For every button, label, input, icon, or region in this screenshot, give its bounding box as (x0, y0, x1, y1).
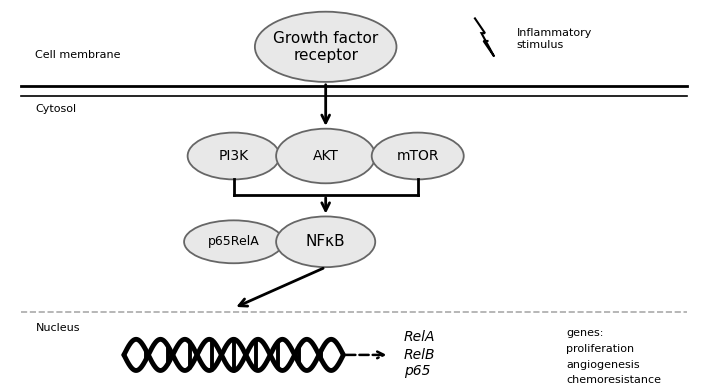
Text: Nucleus: Nucleus (35, 323, 80, 333)
Text: AKT: AKT (313, 149, 338, 163)
Text: chemoresistance: chemoresistance (566, 375, 661, 385)
Ellipse shape (276, 129, 375, 183)
Text: mTOR: mTOR (396, 149, 439, 163)
Text: p65: p65 (404, 364, 430, 378)
Ellipse shape (188, 133, 280, 179)
Text: Growth factor
receptor: Growth factor receptor (273, 30, 378, 63)
Text: proliferation: proliferation (566, 344, 634, 354)
Ellipse shape (184, 220, 283, 263)
Text: PI3K: PI3K (219, 149, 249, 163)
Text: p65RelA: p65RelA (207, 235, 260, 248)
Text: Inflammatory
stimulus: Inflammatory stimulus (517, 28, 592, 50)
Text: RelA: RelA (404, 330, 435, 344)
Ellipse shape (255, 12, 396, 82)
Text: Cell membrane: Cell membrane (35, 50, 121, 60)
Text: angiogenesis: angiogenesis (566, 360, 640, 370)
Ellipse shape (372, 133, 464, 179)
Text: genes:: genes: (566, 328, 604, 339)
Text: RelB: RelB (404, 348, 435, 362)
Text: NFκB: NFκB (306, 234, 346, 249)
Ellipse shape (276, 216, 375, 267)
Text: Cytosol: Cytosol (35, 104, 76, 114)
